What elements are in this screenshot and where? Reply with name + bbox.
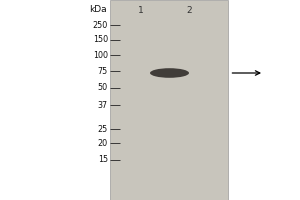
Text: 150: 150 [93,36,108,45]
Text: 100: 100 [93,50,108,60]
Text: 50: 50 [98,83,108,92]
Text: 15: 15 [98,156,108,164]
Text: 75: 75 [98,66,108,75]
Text: 2: 2 [186,6,192,15]
Text: kDa: kDa [89,5,106,14]
Text: 1: 1 [138,6,144,15]
Text: 20: 20 [98,138,108,148]
Text: 250: 250 [93,21,108,29]
Text: 37: 37 [98,100,108,110]
Bar [110,0,228,200]
Text: 25: 25 [98,124,108,134]
Ellipse shape [150,68,189,78]
